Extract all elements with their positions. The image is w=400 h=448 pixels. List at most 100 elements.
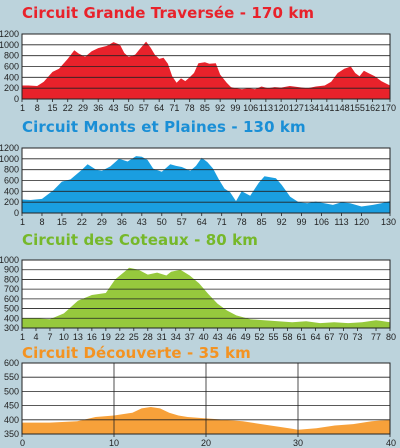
x-tick-label: 49 [241,332,251,340]
y-tick-label: 600 [4,62,19,72]
x-tick-label: 22 [77,217,87,226]
x-tick-label: 58 [283,332,293,340]
y-tick-label: 600 [4,176,19,186]
x-tick-label: 1 [20,332,25,340]
x-tick-label: 106 [243,103,258,112]
x-tick-label: 78 [185,103,195,112]
x-tick-label: 15 [47,103,57,112]
x-tick-label: 120 [354,217,369,226]
y-tick-label: 500 [4,386,19,396]
x-tick-label: 130 [381,217,396,226]
elevation-chart-decouverte: 350 400 450 500 550 600 0 10 20 30 40 [4,358,396,448]
x-tick-label: 29 [97,217,107,226]
y-tick-label: 350 [4,429,19,439]
y-tick-label: 600 [4,358,19,368]
x-tick-label: 78 [237,217,247,226]
x-tick-label: 50 [124,103,134,112]
x-tick-label: 73 [352,332,362,340]
x-tick-label: 10 [59,332,69,340]
x-tick-label: 134 [304,103,319,112]
x-tick-label: 70 [338,332,348,340]
y-tick-label: 500 [4,304,19,314]
x-tick-label: 120 [274,103,289,112]
y-tick-label: 400 [4,72,19,82]
y-tick-label: 1200 [0,143,19,153]
x-tick-label: 148 [335,103,350,112]
elevation-area [22,267,390,328]
x-tick-label: 46 [227,332,237,340]
x-tick-label: 141 [319,103,334,112]
x-tick-label: 80 [386,332,396,340]
chart-title: Circuit Grande Traversée - 170 km [22,4,315,22]
x-tick-label: 85 [257,217,267,226]
y-tick-label: 600 [4,294,19,304]
x-tick-label: 22 [115,332,125,340]
y-tick-label: 450 [4,401,19,411]
x-tick-label: 8 [39,217,44,226]
y-tick-label: 400 [4,186,19,196]
plot-frame [21,147,391,214]
x-tick-label: 8 [35,103,40,112]
y-tick-label: 1000 [0,255,19,265]
x-tick-label: 31 [157,332,167,340]
plot-frame [21,259,391,329]
x-tick-label: 43 [213,332,223,340]
x-tick-label: 113 [334,217,348,226]
x-tick-label: 28 [143,332,153,340]
x-tick-label: 99 [230,103,240,112]
chart-title: Circuit Découverte - 35 km [22,344,251,362]
x-tick-label: 19 [101,332,111,340]
plot-frame [21,33,391,100]
x-tick-label: 22 [63,103,73,112]
y-tick-label: 700 [4,284,19,294]
x-tick-label: 1 [20,103,25,112]
y-tick-label: 400 [4,415,19,425]
x-tick-label: 155 [350,103,365,112]
x-tick-label: 55 [269,332,279,340]
y-tick-label: 0 [14,94,19,104]
x-tick-label: 50 [157,217,167,226]
x-tick-label: 20 [201,438,211,448]
x-tick-label: 36 [117,217,127,226]
x-tick-label: 40 [199,332,209,340]
x-tick-label: 29 [78,103,88,112]
y-tick-label: 800 [4,51,19,61]
y-tick-label: 400 [4,313,19,323]
x-tick-label: 36 [93,103,103,112]
y-tick-label: 200 [4,197,19,207]
x-tick-label: 25 [129,332,139,340]
x-tick-label: 71 [217,217,227,226]
chart-title: Circuit des Coteaux - 80 km [22,231,258,249]
x-tick-label: 127 [289,103,304,112]
x-tick-label: 99 [297,217,307,226]
x-tick-label: 162 [365,103,380,112]
y-tick-label: 550 [4,372,19,382]
y-tick-label: 1200 [0,29,19,39]
x-tick-label: 64 [197,217,207,226]
x-tick-label: 170 [381,103,396,112]
x-tick-label: 7 [47,332,52,340]
y-tick-label: 800 [4,165,19,175]
x-tick-label: 92 [277,217,287,226]
y-tick-label: 200 [4,83,19,93]
x-tick-label: 37 [185,332,195,340]
x-tick-label: 64 [154,103,164,112]
x-tick-label: 43 [108,103,118,112]
x-tick-label: 113 [259,103,273,112]
y-tick-label: 900 [4,265,19,275]
y-tick-label: 1000 [0,40,19,50]
x-tick-label: 106 [314,217,329,226]
x-tick-label: 40 [386,438,396,448]
y-tick-label: 800 [4,274,19,284]
x-tick-label: 77 [371,332,381,340]
y-tick-label: 0 [14,208,19,218]
x-tick-label: 30 [293,438,303,448]
x-tick-label: 61 [296,332,306,340]
x-tick-label: 52 [255,332,265,340]
y-tick-label: 1000 [0,154,19,164]
x-tick-label: 10 [109,438,119,448]
x-tick-label: 85 [200,103,210,112]
